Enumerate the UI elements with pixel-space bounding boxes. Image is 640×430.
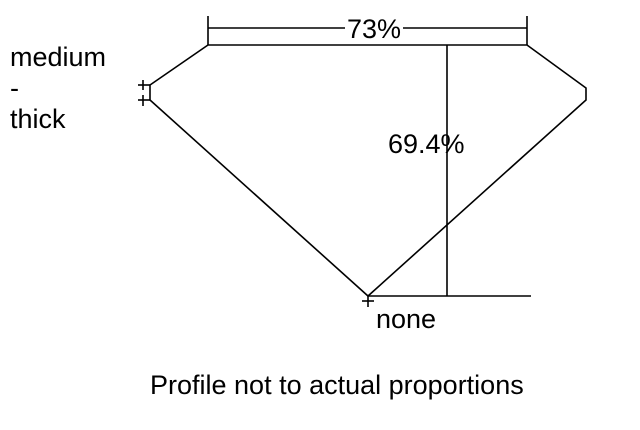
girdle-label: medium - thick <box>10 42 106 135</box>
girdle-label-line: thick <box>10 104 66 134</box>
table-percent-label: 73% <box>345 14 404 44</box>
girdle-label-line: - <box>10 73 19 103</box>
culet-label: none <box>376 304 437 334</box>
profile-outline <box>149 44 587 298</box>
depth-percent-label: 69.4% <box>388 129 465 159</box>
proportion-note: Profile not to actual proportions <box>150 370 524 400</box>
girdle-label-line: medium <box>10 42 107 72</box>
